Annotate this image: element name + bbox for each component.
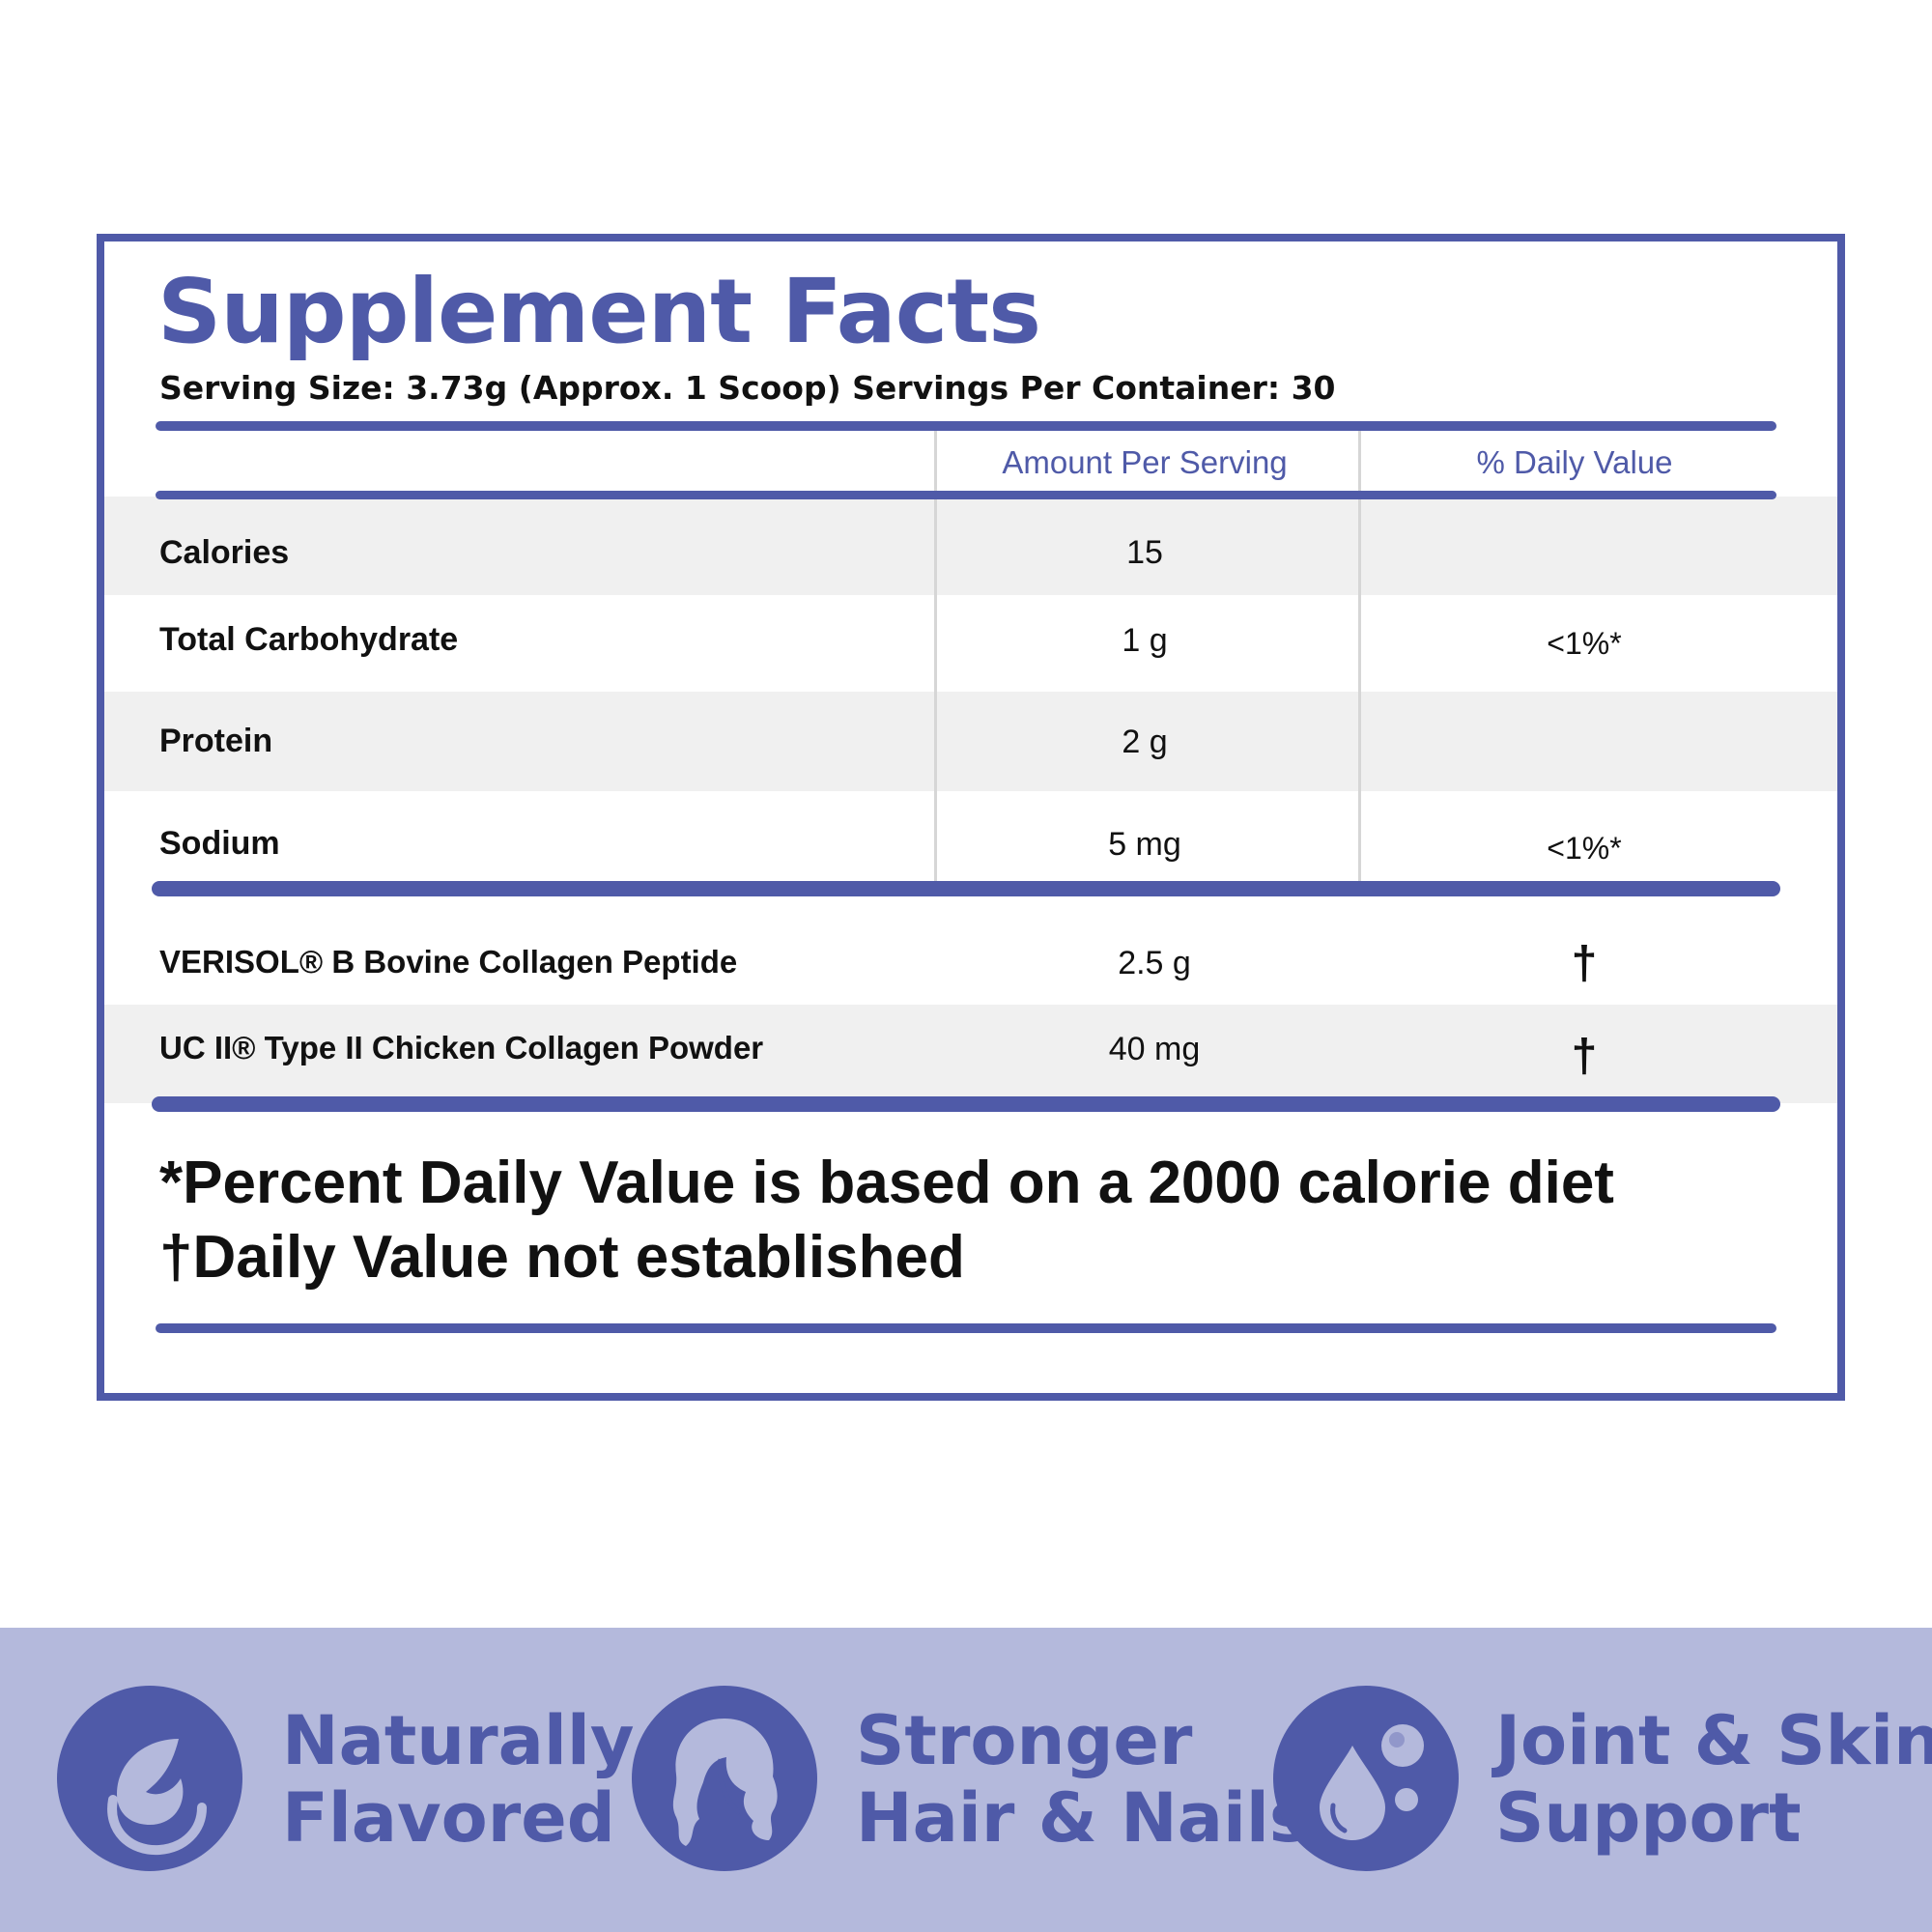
feature-line: Naturally	[282, 1701, 635, 1780]
divider-thick-mid	[152, 881, 1780, 896]
feature-line: Support	[1495, 1778, 1802, 1858]
divider-top	[156, 421, 1776, 431]
feature-band	[0, 1628, 1932, 1932]
ingredient-label: UC II® Type II Chicken Collagen Powder	[159, 1030, 764, 1065]
ingredient-amount: 40 mg	[1108, 1031, 1201, 1067]
ingredient-daily-value: †	[1571, 1031, 1598, 1082]
panel-title: Supplement Facts	[157, 260, 1041, 363]
nutrient-label: Protein	[159, 723, 273, 759]
feature-stronger-hair-nails: Stronger Hair & Nails	[856, 1702, 1310, 1857]
ingredient-amount: 2.5 g	[1118, 945, 1191, 981]
ingredient-label: VERISOL® B Bovine Collagen Peptide	[159, 944, 738, 980]
column-divider-2	[1358, 431, 1361, 881]
feature-joint-skin-support: Joint & Skin Support	[1495, 1702, 1932, 1857]
nutrient-daily-value: <1%*	[1547, 626, 1622, 661]
nutrient-label: Total Carbohydrate	[159, 621, 459, 658]
nutrient-amount: 5 mg	[1108, 826, 1181, 863]
divider-thick-bottom	[152, 1096, 1780, 1112]
divider-footer	[156, 1323, 1776, 1333]
leaf-icon	[57, 1686, 242, 1871]
feature-line: Stronger	[856, 1701, 1193, 1780]
nutrient-amount: 2 g	[1122, 724, 1168, 760]
row-shade-uc2	[104, 1005, 1837, 1103]
footnote-not-established: †Daily Value not established	[159, 1224, 965, 1291]
nutrient-label: Sodium	[159, 825, 280, 862]
amount-per-serving-header: Amount Per Serving	[1002, 444, 1288, 480]
feature-line: Joint & Skin	[1495, 1701, 1932, 1780]
divider-header	[156, 491, 1776, 499]
row-shade-protein	[104, 692, 1837, 791]
daily-value-header: % Daily Value	[1476, 444, 1673, 480]
nutrient-amount: 1 g	[1122, 622, 1168, 659]
nutrient-daily-value: <1%*	[1547, 831, 1622, 866]
drop-icon	[1273, 1686, 1459, 1871]
column-divider-1	[934, 431, 937, 881]
serving-info: Serving Size: 3.73g (Approx. 1 Scoop) Se…	[159, 369, 1336, 407]
ingredient-daily-value: †	[1571, 938, 1598, 989]
footnote-daily-value-basis: *Percent Daily Value is based on a 2000 …	[159, 1150, 1614, 1216]
feature-naturally-flavored: Naturally Flavored	[282, 1702, 635, 1857]
row-shade-calories	[104, 497, 1837, 595]
nutrient-label: Calories	[159, 534, 290, 571]
hair-icon	[632, 1686, 817, 1871]
feature-line: Flavored	[282, 1778, 615, 1858]
feature-line: Hair & Nails	[856, 1778, 1310, 1858]
nutrient-amount: 15	[1126, 534, 1163, 571]
